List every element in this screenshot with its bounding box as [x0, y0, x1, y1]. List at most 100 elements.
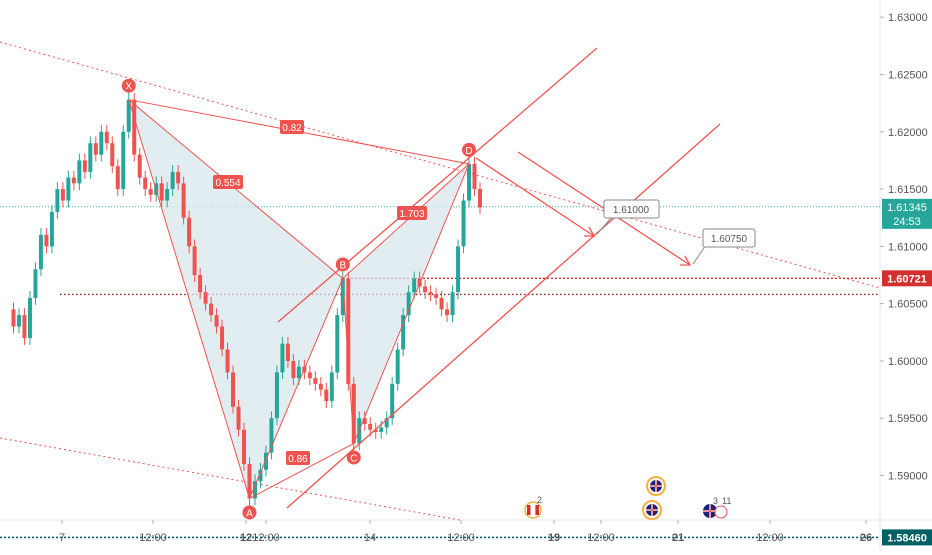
leg-cd[interactable]: [353, 163, 470, 444]
candle-body: [379, 427, 384, 432]
event-uk-right[interactable]: 3 11: [703, 496, 731, 519]
candle-body: [187, 217, 192, 247]
ratio-xd-badge: 0.82: [280, 120, 304, 134]
point-marker-c[interactable]: C: [346, 450, 361, 465]
candle-body: [55, 189, 60, 212]
y-tick-label: 1.59500: [888, 413, 928, 425]
candle-body: [285, 343, 290, 361]
candle-body: [439, 297, 444, 310]
ratio-xb-label: 0.554: [215, 178, 240, 189]
leg-bc[interactable]: [342, 278, 355, 444]
point-marker-a[interactable]: A: [242, 505, 257, 520]
bottom-price-badge: 1.58460: [882, 529, 932, 546]
candle-body: [406, 292, 411, 316]
event-count-ca: 2: [537, 495, 542, 505]
bottom-price-label: 1.58460: [887, 532, 927, 544]
candle-body: [49, 211, 54, 247]
candle-body: [390, 383, 395, 419]
candle-body: [318, 383, 323, 390]
x-tick-label: 12:00: [587, 532, 615, 544]
candle-body: [231, 372, 236, 407]
candle-body: [176, 171, 181, 184]
point-label: B: [339, 260, 346, 271]
y-tick-label: 1.62500: [888, 69, 928, 81]
candle-body: [104, 131, 109, 144]
y-tick-label: 1.59000: [888, 471, 928, 483]
plot-area[interactable]: [0, 0, 880, 520]
candle-body: [472, 163, 477, 190]
pattern-triangle-bcd: [342, 163, 470, 444]
candle-body: [121, 131, 126, 190]
candle-body: [38, 234, 43, 270]
candle-body: [346, 278, 351, 384]
y-tick-label: 1.62000: [888, 127, 928, 139]
candle-body: [329, 372, 334, 402]
candle-body: [27, 297, 32, 339]
target-label-2: 1.60750: [711, 234, 748, 245]
channel[interactable]: [277, 47, 721, 509]
candle-body: [66, 177, 71, 201]
point-marker-d[interactable]: D: [462, 142, 477, 157]
target-callout-1[interactable]: 1.61000: [596, 199, 660, 235]
ratio-ac-badge: 0.86: [286, 451, 310, 465]
time-axis[interactable]: 7 12:00 12 12:00 14 12:00 19 12:00 21 12:00 26: [59, 520, 872, 544]
candle-body: [252, 481, 257, 499]
candle-body: [33, 269, 38, 298]
leg-ac[interactable]: [249, 442, 355, 499]
candle-body: [132, 99, 137, 155]
price-axis[interactable]: 1.63000 1.62500 1.62000 1.61500 1.61000 1.605…: [880, 12, 928, 483]
point-label: C: [350, 453, 357, 464]
event-uk-upper[interactable]: [646, 476, 666, 496]
ratio-bd-label: 1.703: [399, 209, 424, 220]
candle-body: [225, 349, 230, 373]
x-tick-label: 26: [860, 532, 872, 544]
ca-flag-icon: [527, 505, 539, 515]
x-tick-label: 7: [59, 532, 65, 544]
y-tick-label: 1.60000: [888, 356, 928, 368]
candle-body: [170, 171, 175, 190]
channel-upper-line[interactable]: [277, 47, 598, 323]
point-label: A: [246, 508, 253, 519]
x-tick-label: 21: [672, 532, 684, 544]
leg-bd[interactable]: [342, 163, 470, 279]
economic-events[interactable]: 2: [524, 476, 731, 520]
candle-body: [313, 378, 318, 384]
ratio-xd-label: 0.82: [282, 123, 302, 134]
channel-lower-line[interactable]: [286, 123, 721, 509]
resistance-price-label: 1.60721: [887, 273, 927, 285]
candle-body: [478, 189, 482, 208]
candle-body: [384, 418, 389, 428]
x-tick-label: 12:00: [447, 532, 475, 544]
candlestick-series: [11, 92, 482, 506]
point-marker-x[interactable]: X: [121, 78, 136, 93]
candle-body: [401, 315, 406, 350]
candle-body: [203, 292, 208, 304]
x-tick-label: 12:00: [252, 532, 280, 544]
candle-body: [467, 163, 472, 201]
point-label: D: [465, 146, 472, 157]
x-tick-label: 12:00: [139, 532, 167, 544]
y-tick-label: 1.61500: [888, 184, 928, 196]
y-tick-label: 1.60500: [888, 299, 928, 311]
candle-body: [159, 183, 164, 201]
event-count-11: 11: [722, 496, 731, 506]
candle-body: [450, 292, 455, 316]
projection-arrow-1[interactable]: [475, 157, 595, 237]
candle-body: [291, 360, 296, 379]
target-callout-2[interactable]: 1.60750: [692, 228, 756, 265]
candle-body: [434, 294, 439, 298]
leg-xa[interactable]: [128, 99, 250, 499]
event-ca[interactable]: 2: [524, 495, 542, 519]
point-marker-b[interactable]: B: [335, 257, 350, 272]
candle-body: [71, 177, 76, 184]
leg-ab[interactable]: [249, 278, 344, 499]
event-uk-lower[interactable]: [642, 500, 662, 520]
candle-body: [236, 406, 241, 430]
candle-body: [445, 309, 450, 316]
candle-body: [340, 278, 345, 316]
candle-body: [362, 418, 367, 424]
leg-xb[interactable]: [128, 99, 344, 279]
candle-body: [44, 234, 49, 247]
